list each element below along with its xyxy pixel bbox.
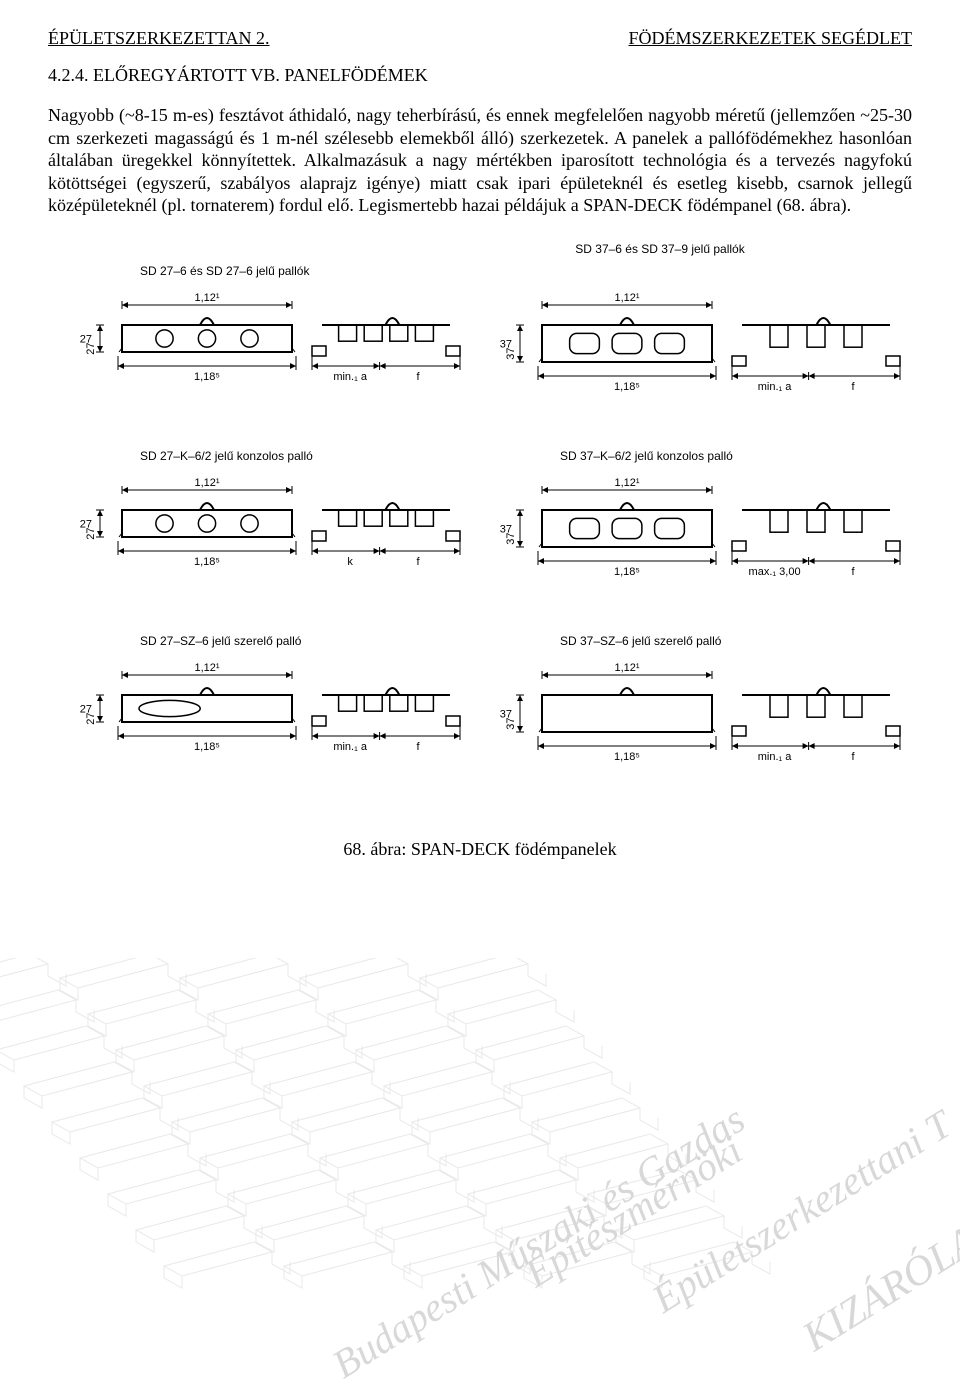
svg-text:1,18⁵: 1,18⁵ [614,381,640,393]
svg-text:1,12¹: 1,12¹ [614,477,639,489]
svg-text:f: f [851,566,855,578]
svg-text:max.₁ 3,00: max.₁ 3,00 [749,566,801,578]
svg-text:SD 27–SZ–6 jelű szerelő palló: SD 27–SZ–6 jelű szerelő palló [140,634,302,648]
svg-text:f: f [416,556,420,568]
svg-text:min.₁ a: min.₁ a [758,381,793,393]
svg-text:min.₁ a: min.₁ a [333,741,368,753]
figure-svg: SD 37–6 és SD 37–9 jelű pallók SD 27–6 és… [50,239,910,819]
svg-text:1,12¹: 1,12¹ [194,292,219,304]
svg-text:1,12¹: 1,12¹ [614,662,639,674]
svg-text:f: f [851,751,855,763]
svg-text:1,18⁵: 1,18⁵ [194,741,220,753]
figure-caption: 68. ábra: SPAN-DECK födémpanelek [48,839,912,860]
svg-text:1,18⁵: 1,18⁵ [614,751,640,763]
svg-text:37: 37 [500,523,512,535]
svg-text:1,12¹: 1,12¹ [194,477,219,489]
svg-text:SD 37–K–6/2 jelű konzolos pall: SD 37–K–6/2 jelű konzolos palló [560,449,733,463]
page-header: ÉPÜLETSZERKEZETTAN 2. FÖDÉMSZERKEZETEK S… [48,28,912,49]
svg-text:37: 37 [500,708,512,720]
svg-text:1,18⁵: 1,18⁵ [194,371,220,383]
svg-text:f: f [416,741,420,753]
svg-text:k: k [347,556,353,568]
header-right: FÖDÉMSZERKEZETEK SEGÉDLET [629,28,912,49]
svg-text:f: f [416,371,420,383]
svg-text:SD 37–6 és SD 37–9 jelű pallók: SD 37–6 és SD 37–9 jelű pallók [575,242,745,256]
figure-68: SD 37–6 és SD 37–9 jelű pallók SD 27–6 és… [48,239,912,819]
svg-text:37: 37 [500,338,512,350]
svg-text:1,18⁵: 1,18⁵ [614,566,640,578]
watermark: Budapesti Műszaki és GazdasÉpítészmérnök… [0,958,960,1318]
svg-text:27: 27 [80,703,92,715]
svg-text:min.₁ a: min.₁ a [758,751,793,763]
svg-text:min.₁ a: min.₁ a [333,371,368,383]
svg-text:SD 27–6 és SD 27–6 jelű pallók: SD 27–6 és SD 27–6 jelű pallók [140,264,310,278]
header-left: ÉPÜLETSZERKEZETTAN 2. [48,28,270,49]
svg-text:27: 27 [80,333,92,345]
svg-text:f: f [851,381,855,393]
section-paragraph: Nagyobb (~8-15 m-es) fesztávot áthidaló,… [48,104,912,217]
svg-text:1,12¹: 1,12¹ [614,292,639,304]
svg-text:1,12¹: 1,12¹ [194,662,219,674]
section-title: 4.2.4. ELŐREGYÁRTOTT VB. PANELFÖDÉMEK [48,65,912,86]
svg-text:SD 27–K–6/2 jelű konzolos pall: SD 27–K–6/2 jelű konzolos palló [140,449,313,463]
svg-text:SD 37–SZ–6 jelű szerelő palló: SD 37–SZ–6 jelű szerelő palló [560,634,722,648]
svg-text:1,18⁵: 1,18⁵ [194,556,220,568]
svg-text:27: 27 [80,518,92,530]
